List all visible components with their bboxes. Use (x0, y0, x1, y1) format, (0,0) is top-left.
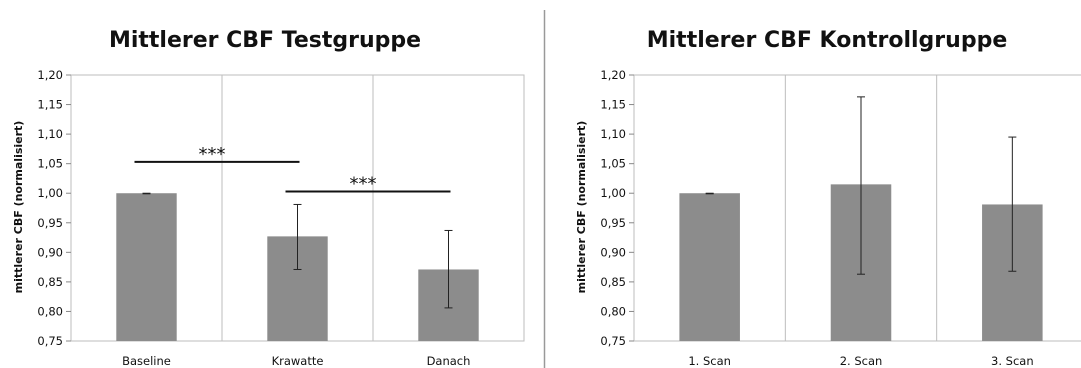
error-bar (142, 192, 151, 195)
y-tick-label: 0,85 (600, 275, 626, 289)
category-label: 1. Scan (688, 354, 731, 368)
y-tick-label: 0,95 (37, 216, 63, 230)
y-tick-label: 1,15 (600, 98, 626, 112)
error-bar (1008, 136, 1017, 272)
significance-label: *** (199, 144, 226, 165)
y-tick-label: 1,10 (37, 127, 63, 141)
y-tick-label: 0,75 (37, 334, 63, 348)
y-tick-label: 0,95 (600, 216, 626, 230)
y-tick-label: 0,80 (600, 304, 626, 318)
y-tick-label: 1,15 (37, 98, 63, 112)
y-tick-label: 0,80 (37, 304, 63, 318)
category-label: 2. Scan (840, 354, 883, 368)
y-tick-label: 0,85 (37, 275, 63, 289)
error-bar (444, 229, 453, 309)
category-label: Baseline (122, 354, 171, 368)
significance-label: *** (350, 173, 377, 194)
y-axis-label: mittlerer CBF (normalisiert) (575, 121, 588, 294)
chart-kontrollgruppe: Mittlerer CBF Kontrollgruppe mittlerer C… (575, 28, 1081, 368)
chart-title: Mittlerer CBF Testgruppe (109, 28, 421, 53)
chart-testgruppe: Mittlerer CBF Testgruppe mittlerer CBF (… (12, 28, 525, 368)
y-tick-label: 1,10 (600, 127, 626, 141)
category-label: Krawatte (272, 354, 324, 368)
error-bar (857, 96, 865, 275)
category-label: 3. Scan (991, 354, 1034, 368)
error-bar (293, 203, 302, 270)
y-tick-label: 0,75 (600, 334, 626, 348)
y-tick-label: 1,00 (37, 186, 63, 200)
y-tick-label: 1,20 (37, 68, 63, 82)
y-tick-label: 1,20 (600, 68, 626, 82)
y-tick-label: 1,05 (600, 157, 626, 171)
chart-title: Mittlerer CBF Kontrollgruppe (647, 28, 1008, 53)
y-tick-label: 0,90 (600, 245, 626, 259)
bar (116, 193, 177, 341)
error-bar (705, 192, 714, 195)
y-tick-label: 0,90 (37, 245, 63, 259)
y-axis-label: mittlerer CBF (normalisiert) (12, 121, 25, 294)
category-label: Danach (427, 354, 471, 368)
bar (679, 193, 740, 341)
y-tick-label: 1,00 (600, 186, 626, 200)
y-tick-label: 1,05 (37, 157, 63, 171)
